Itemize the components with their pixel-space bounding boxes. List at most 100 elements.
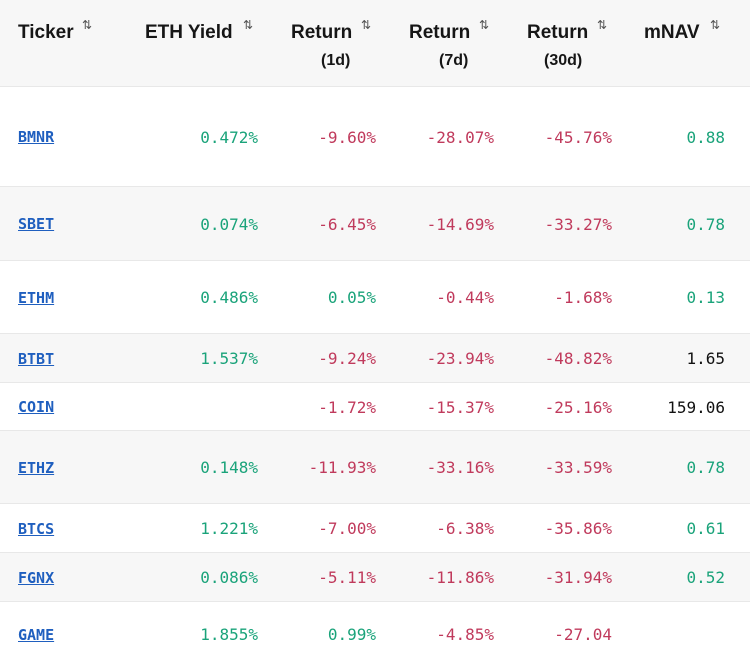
return-1d-cell-value: -5.11%	[318, 568, 376, 587]
ticker-link[interactable]: BTBT	[18, 349, 55, 368]
mnav-cell-value: 0.13	[686, 288, 725, 307]
mnav-cell: 0.61	[628, 504, 725, 553]
return-30d-cell: -35.86%	[510, 504, 612, 553]
eth-yield-cell: 0.086%	[130, 553, 258, 602]
table-row: FGNX 0.086% -5.11% -11.86% -31.94% 0.52	[0, 552, 750, 602]
eth-yield-cell: 1.537%	[130, 334, 258, 383]
eth-yield-cell: 1.855%	[130, 602, 258, 667]
return-30d-cell: -48.82%	[510, 334, 612, 383]
sort-icon: ⇅	[361, 18, 371, 32]
column-header-return-30d[interactable]: Return ⇅ (30d)	[510, 0, 628, 86]
return-1d-cell: -9.24%	[275, 334, 376, 383]
return-30d-cell-value: -33.59%	[544, 458, 612, 477]
mnav-cell-value: 0.78	[686, 458, 725, 477]
ticker-link[interactable]: GAME	[18, 625, 55, 644]
ticker-link[interactable]: COIN	[18, 398, 55, 416]
column-header-label: Return	[527, 22, 589, 43]
table-header: Ticker ⇅ ETH Yield ⇅ Return ⇅ (1d) Retur…	[0, 0, 750, 86]
return-30d-cell-value: -45.76%	[544, 127, 612, 147]
return-1d-cell-value: -11.93%	[308, 458, 376, 477]
ticker-cell[interactable]: ETHZ	[18, 431, 54, 504]
ticker-link[interactable]: SBET	[18, 215, 55, 233]
return-7d-cell-value: -4.85%	[436, 625, 494, 644]
return-30d-cell: -33.27%	[510, 187, 612, 261]
return-7d-cell: -33.16%	[392, 431, 494, 504]
ticker-cell[interactable]: GAME	[18, 602, 54, 667]
return-30d-cell: -31.94%	[510, 553, 612, 602]
eth-yield-cell: 0.074%	[130, 187, 258, 261]
ticker-cell[interactable]: BTBT	[18, 334, 54, 383]
ticker-link[interactable]: ETHM	[18, 288, 55, 307]
return-7d-cell: -14.69%	[392, 187, 494, 261]
return-7d-cell: -4.85%	[392, 602, 494, 667]
mnav-cell: 0.88	[628, 87, 725, 187]
column-header-label: mNAV	[644, 22, 700, 43]
column-header-label: Return	[291, 22, 353, 43]
return-30d-cell: -27.04	[510, 602, 612, 667]
eth-yield-cell-value: 0.486%	[200, 288, 258, 307]
mnav-cell-value: 0.61	[686, 519, 725, 538]
ticker-link[interactable]: ETHZ	[18, 458, 55, 477]
return-30d-cell-value: -35.86%	[544, 519, 612, 538]
eth-yield-cell-value: 1.537%	[200, 349, 258, 368]
ticker-cell[interactable]: BTCS	[18, 504, 54, 553]
ticker-cell[interactable]: FGNX	[18, 553, 54, 602]
return-30d-cell-value: -48.82%	[544, 349, 612, 368]
eth-yield-cell-value: 1.221%	[200, 519, 258, 538]
return-1d-cell-value: 0.05%	[327, 288, 376, 307]
return-1d-cell: -11.93%	[275, 431, 376, 504]
mnav-cell: 0.78	[628, 187, 725, 261]
return-1d-cell: -1.72%	[275, 383, 376, 431]
return-7d-cell-value: -14.69%	[426, 214, 494, 234]
mnav-cell-value: 159.06	[667, 397, 725, 417]
column-header-label: ETH Yield	[145, 22, 233, 43]
return-30d-cell-value: -27.04	[554, 625, 612, 644]
return-1d-cell-value: 0.99%	[327, 625, 376, 644]
sort-icon: ⇅	[82, 18, 92, 32]
mnav-cell: 1.65	[628, 334, 725, 383]
mnav-cell-value: 0.78	[686, 214, 725, 234]
mnav-cell: 0.52	[628, 553, 725, 602]
table-row: BTCS 1.221% -7.00% -6.38% -35.86% 0.61	[0, 503, 750, 553]
return-7d-cell: -11.86%	[392, 553, 494, 602]
return-7d-cell-value: -28.07%	[426, 127, 494, 147]
return-7d-cell-value: -6.38%	[436, 519, 494, 538]
return-1d-cell-value: -9.24%	[318, 349, 376, 368]
mnav-cell-value: 1.65	[686, 349, 725, 368]
column-header-sublabel: (30d)	[544, 52, 583, 69]
return-7d-cell: -0.44%	[392, 261, 494, 334]
mnav-cell: 0.78	[628, 431, 725, 504]
eth-yield-cell-value: 0.074%	[200, 214, 258, 234]
return-7d-cell: -28.07%	[392, 87, 494, 187]
ticker-cell[interactable]: ETHM	[18, 261, 54, 334]
eth-yield-cell: 1.221%	[130, 504, 258, 553]
column-header-return-7d[interactable]: Return ⇅ (7d)	[392, 0, 510, 86]
mnav-cell: 159.06	[628, 383, 725, 431]
return-7d-cell-value: -23.94%	[426, 349, 494, 368]
mnav-cell-value: 0.52	[686, 568, 725, 587]
ticker-cell[interactable]: COIN	[18, 383, 54, 431]
table-row: BTBT 1.537% -9.24% -23.94% -48.82% 1.65	[0, 333, 750, 383]
column-header-eth-yield[interactable]: ETH Yield ⇅	[130, 0, 275, 86]
return-1d-cell: -7.00%	[275, 504, 376, 553]
eth-yield-cell	[130, 383, 258, 431]
column-header-ticker[interactable]: Ticker ⇅	[0, 0, 130, 86]
column-header-sublabel: (7d)	[439, 52, 469, 69]
column-header-label: Ticker	[18, 22, 74, 43]
ticker-cell[interactable]: BMNR	[18, 87, 54, 187]
column-header-return-1d[interactable]: Return ⇅ (1d)	[275, 0, 392, 86]
table-row: SBET 0.074% -6.45% -14.69% -33.27% 0.78	[0, 186, 750, 261]
return-1d-cell-value: -1.72%	[318, 397, 376, 417]
return-7d-cell: -23.94%	[392, 334, 494, 383]
return-1d-cell: -5.11%	[275, 553, 376, 602]
column-header-mnav[interactable]: mNAV ⇅	[628, 0, 750, 86]
table-row: ETHM 0.486% 0.05% -0.44% -1.68% 0.13	[0, 260, 750, 334]
ticker-link[interactable]: BMNR	[18, 128, 55, 146]
ticker-cell[interactable]: SBET	[18, 187, 54, 261]
return-30d-cell-value: -31.94%	[544, 568, 612, 587]
ticker-link[interactable]: FGNX	[18, 568, 55, 587]
ticker-link[interactable]: BTCS	[18, 519, 55, 538]
table-row: COIN -1.72% -15.37% -25.16% 159.06	[0, 382, 750, 431]
return-1d-cell-value: -9.60%	[318, 127, 376, 147]
eth-yield-cell: 0.472%	[130, 87, 258, 187]
